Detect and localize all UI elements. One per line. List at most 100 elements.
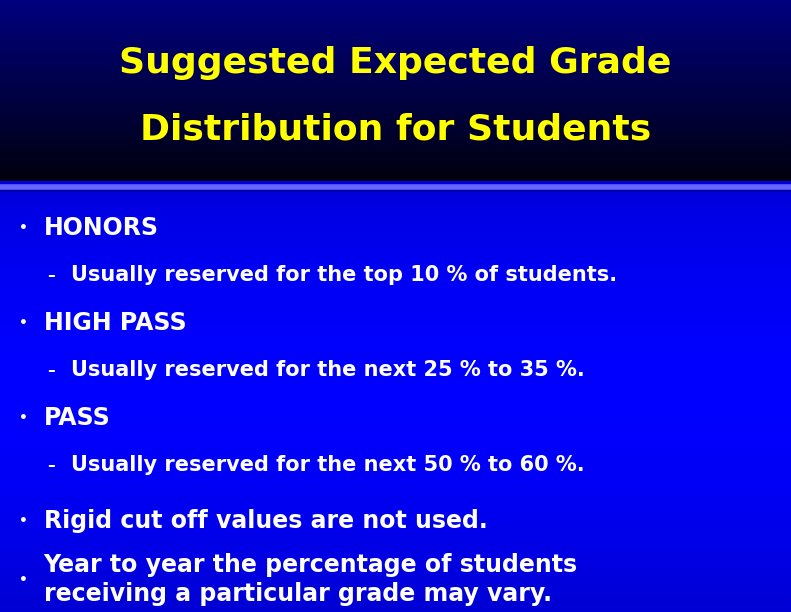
Bar [0,195,791,202]
Bar [0,418,791,425]
Bar [0,245,791,252]
Bar [0,468,791,476]
Bar [0,310,791,317]
Bar [0,223,791,231]
Bar [0,576,791,583]
Bar [0,113,791,118]
Bar [0,32,791,36]
Bar [0,86,791,90]
Bar [0,346,791,353]
Text: –: – [47,363,55,378]
Bar [0,171,791,176]
Bar [0,18,791,23]
Bar [0,40,791,45]
Bar [0,454,791,461]
Bar [0,389,791,397]
Bar [0,27,791,32]
Text: Usually reserved for the next 25 % to 35 %.: Usually reserved for the next 25 % to 35… [71,360,585,381]
Bar [0,45,791,50]
Bar [0,482,791,490]
Bar [0,375,791,382]
Bar [0,447,791,454]
Text: •: • [19,316,28,330]
Bar [0,23,791,27]
Text: Usually reserved for the top 10 % of students.: Usually reserved for the top 10 % of stu… [71,266,617,285]
Text: –: – [47,458,55,473]
Bar [0,583,791,591]
Bar [0,360,791,367]
Bar [0,490,791,497]
Text: Year to year the percentage of students
receiving a particular grade may vary.: Year to year the percentage of students … [44,553,577,606]
Bar [0,36,791,40]
Text: –: – [47,268,55,283]
Bar [0,202,791,209]
Text: •: • [19,515,28,528]
Bar [0,135,791,140]
Bar [0,338,791,346]
Bar [0,118,791,122]
Bar [0,569,791,576]
Bar [0,68,791,72]
Bar [0,158,791,162]
Bar [0,63,791,68]
Bar [0,296,791,303]
Bar [0,126,791,131]
Bar [0,144,791,149]
Text: •: • [19,573,28,587]
Text: •: • [19,411,28,425]
Bar [0,217,791,223]
Text: Rigid cut off values are not used.: Rigid cut off values are not used. [44,509,487,534]
Bar [0,162,791,167]
Bar [0,439,791,447]
Bar [0,432,791,439]
Bar [0,154,791,158]
Bar [0,504,791,512]
Bar [0,512,791,518]
Bar [0,554,791,562]
Bar [0,209,791,217]
Bar [0,4,791,9]
Bar [0,461,791,468]
Bar [0,252,791,259]
Bar [0,353,791,360]
Bar [0,425,791,432]
Text: PASS: PASS [44,406,110,430]
Bar [0,188,791,195]
Text: Distribution for Students: Distribution for Students [140,113,651,147]
Bar [0,533,791,540]
Bar [0,274,791,281]
Bar [0,518,791,526]
Bar [0,397,791,403]
Bar [0,267,791,274]
Bar [0,597,791,605]
Bar [0,332,791,338]
Bar [0,317,791,324]
Bar [0,238,791,245]
Bar [0,591,791,597]
Bar [0,140,791,144]
Bar [0,303,791,310]
Bar [0,259,791,267]
Bar [0,181,791,188]
Bar [0,95,791,99]
Bar [0,99,791,104]
Bar [0,288,791,296]
Bar [0,13,791,18]
Text: HONORS: HONORS [44,216,158,240]
Bar [0,540,791,547]
Bar [0,50,791,54]
Bar [0,281,791,288]
Bar [0,231,791,238]
Bar [0,149,791,154]
Bar [0,562,791,569]
Bar [0,76,791,81]
Bar [0,54,791,59]
Bar [0,81,791,86]
Bar [0,476,791,482]
Bar [0,605,791,612]
Bar [0,108,791,113]
Bar [0,367,791,375]
Bar [0,9,791,13]
Bar [0,90,791,95]
Bar [0,104,791,108]
